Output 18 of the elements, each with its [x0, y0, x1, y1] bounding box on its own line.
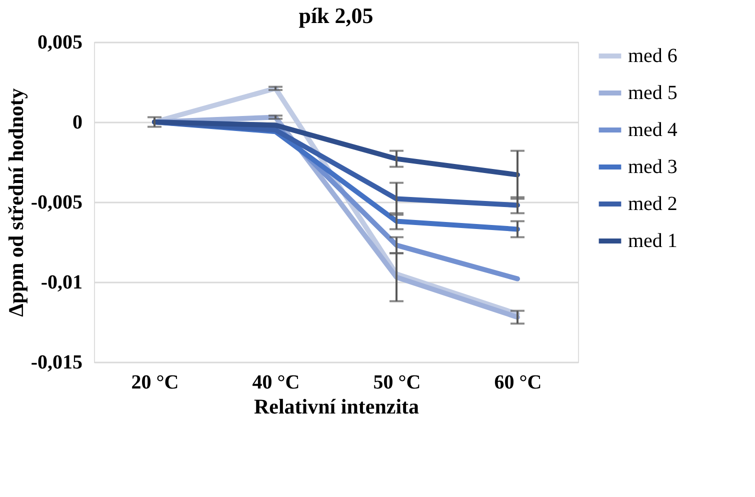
y-tick-label: 0	[72, 112, 82, 134]
legend-label: med 6	[628, 45, 678, 67]
y-axis-title: Δppm od střední hodnoty	[4, 88, 28, 317]
legend-label: med 3	[628, 156, 678, 178]
chart-title: pík 2,05	[298, 3, 374, 28]
x-tick-label: 50 °C	[373, 372, 421, 394]
x-tick-label: 60 °C	[494, 372, 542, 394]
legend-label: med 5	[628, 82, 678, 104]
y-tick-label: -0,005	[30, 192, 82, 214]
x-tick-label: 40 °C	[252, 372, 300, 394]
legend-label: med 2	[628, 193, 678, 215]
legend-label: med 1	[628, 230, 678, 252]
x-tick-label: 20 °C	[131, 372, 179, 394]
x-axis-title: Relativní intenzita	[254, 394, 420, 418]
y-tick-label: -0,01	[40, 272, 82, 294]
y-tick-label: 0,005	[38, 32, 82, 54]
y-tick-label: -0,015	[30, 352, 82, 374]
legend-label: med 4	[628, 119, 678, 141]
